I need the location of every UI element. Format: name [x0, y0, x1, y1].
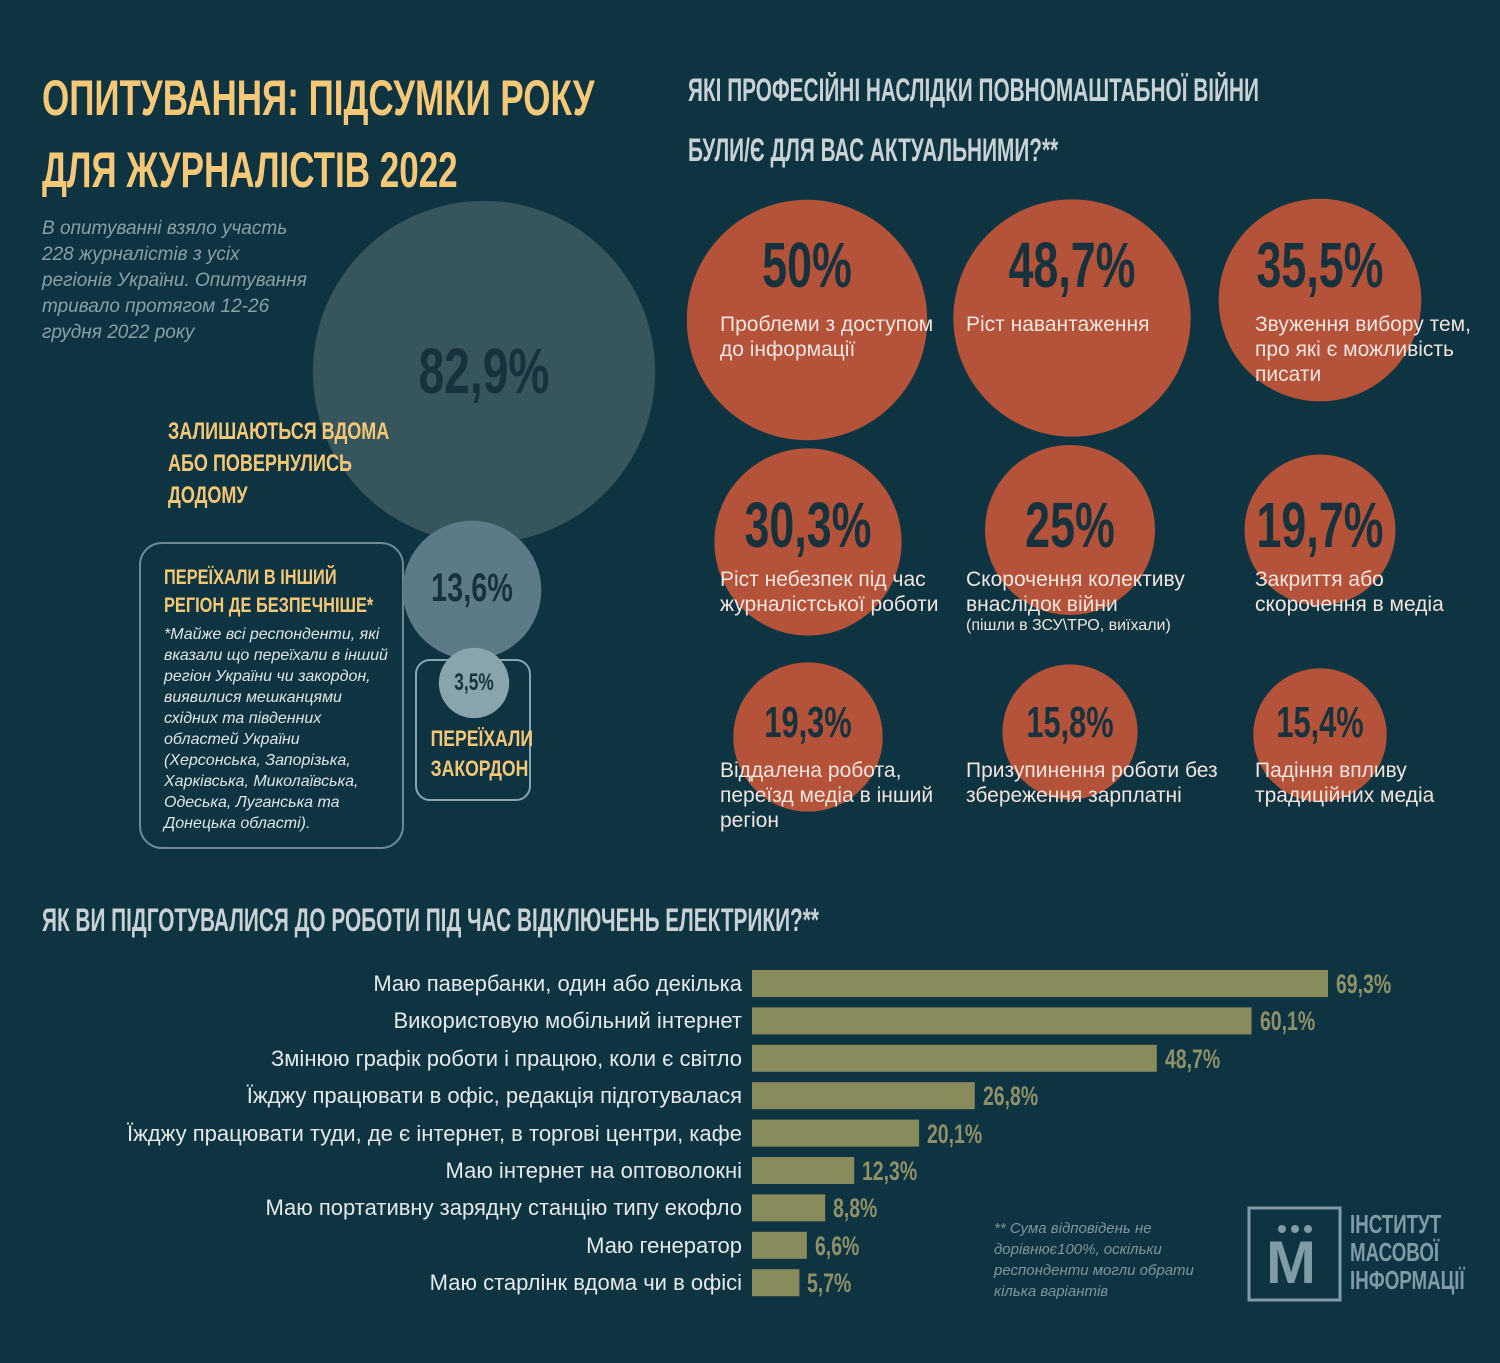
bar: [752, 1231, 807, 1259]
bar-value: 5,7%: [807, 1268, 852, 1299]
circle-label: Закриття або скорочення в медіа: [1255, 568, 1444, 616]
logo-dot: [1278, 1225, 1286, 1233]
bar-value: 20,1%: [927, 1118, 983, 1149]
impact-circle: [1244, 454, 1396, 606]
circle-label: Ріст небезпек під час журналістської роб…: [720, 568, 939, 616]
bar-label: Маю старлінк вдома чи в офісі: [429, 1270, 742, 1296]
bar-label: Використовую мобільний інтернет: [393, 1008, 742, 1034]
bubble-label: ЗАЛИШАЮТЬСЯ ВДОМА АБО ПОВЕРНУЛИСЬ ДОДОМУ: [168, 418, 390, 509]
impact-circle: [686, 199, 928, 441]
bar: [752, 1119, 920, 1147]
intro: В опитуванні взяло участь 228 журналісті…: [42, 218, 307, 343]
circle-value: 30,3%: [744, 489, 872, 561]
bar: [752, 970, 1328, 997]
circle-value: 19,3%: [764, 698, 852, 747]
impact-circle: [733, 662, 883, 812]
impact-circle: [953, 199, 1191, 437]
section-title: ЯК ВИ ПІДГОТУВАЛИСЯ ДО РОБОТИ ПІД ЧАС ВІ…: [42, 902, 819, 938]
circle-value: 15,4%: [1276, 698, 1364, 747]
bar: [752, 1007, 1252, 1035]
logo-frame: [1247, 1206, 1342, 1302]
bubble: [312, 200, 656, 544]
bubble: [438, 647, 510, 719]
bar: [752, 1082, 975, 1110]
bar-value: 12,3%: [862, 1156, 918, 1186]
circle-label: Віддалена робота, переїзд медіа в інший …: [720, 759, 934, 832]
bar: [752, 1269, 800, 1297]
bar-label: Маю павербанки, один або декілька: [373, 971, 742, 996]
bubble-value: 3,5%: [454, 668, 494, 696]
circle-label: Скорочення колективу внаслідок війни: [966, 568, 1185, 616]
circle-label: Звуження вибору тем, про які є можливіст…: [1255, 313, 1471, 386]
footnote: ** Сума відповідень не дорівнює100%, оск…: [994, 1220, 1194, 1300]
logo-dot: [1291, 1225, 1299, 1233]
bar-label: Їжджу працювати в офіс, редакція підготу…: [246, 1083, 742, 1109]
circle-label: Падіння впливу традиційних медіа: [1255, 759, 1435, 807]
bubble-label: ПЕРЕЇХАЛИ В ІНШИЙ РЕГІОН ДЕ БЕЗПЕЧНІШЕ*: [164, 566, 374, 617]
section-title: ЯКІ ПРОФЕСІЙНІ НАСЛІДКИ ПОВНОМАШТАБНОЇ В…: [688, 72, 1259, 168]
circle-value: 35,5%: [1256, 229, 1384, 301]
bar-value: 6,6%: [814, 1230, 860, 1261]
bubble: [402, 520, 542, 660]
bar-value: 26,8%: [982, 1081, 1038, 1112]
bar-value: 8,8%: [833, 1193, 878, 1224]
bubble-note: *Майже всі респонденти, які вказали що п…: [164, 626, 388, 832]
circle-value: 50%: [762, 229, 852, 301]
bubble-label: ПЕРЕЇХАЛИ ЗАКОРДОН: [430, 726, 533, 781]
impact-circle: [1002, 664, 1138, 800]
bar: [752, 1194, 826, 1222]
bar-value: 48,7%: [1164, 1043, 1220, 1074]
circle-value: 48,7%: [1008, 229, 1136, 301]
logo-text: ІНСТИТУТ МАСОВОЇ ІНФОРМАЦІЇ: [1350, 1209, 1465, 1295]
bar-label: Змінюю графік роботи і працюю, коли є св…: [271, 1045, 742, 1071]
circle-label: Ріст навантаження: [966, 313, 1150, 336]
circle-value: 19,7%: [1256, 489, 1384, 561]
bubble-value: 82,9%: [418, 334, 550, 407]
circle-label: Проблеми з доступом до інформації: [720, 313, 934, 361]
bar-value: 69,3%: [1336, 969, 1392, 999]
bar: [752, 1157, 855, 1184]
impact-circle: [985, 445, 1155, 615]
bar-label: Маю генератор: [586, 1232, 742, 1258]
impact-circle: [1218, 198, 1422, 402]
bar-label: Їжджу працювати туди, де є інтернет, в т…: [126, 1120, 742, 1146]
bar-label: Маю портативну зарядну станцію типу екоф…: [265, 1195, 742, 1221]
circle-note: (пішли в ЗСУ\ТРО, виїхали): [966, 617, 1171, 634]
bar: [752, 1044, 1157, 1072]
note-box: [139, 542, 404, 849]
impact-circle: [714, 448, 902, 636]
bar-value: 60,1%: [1259, 1006, 1315, 1037]
bubble-value: 13,6%: [431, 566, 513, 610]
impact-circle: [1253, 668, 1387, 802]
logo-mark: М: [1266, 1229, 1316, 1296]
bar-label: Маю інтернет на оптоволокні: [445, 1158, 742, 1183]
page-title: ОПИТУВАННЯ: ПІДСУМКИ РОКУ ДЛЯ ЖУРНАЛІСТІ…: [42, 70, 595, 198]
circle-value: 25%: [1025, 489, 1115, 561]
circle-value: 15,8%: [1026, 698, 1114, 747]
logo-dot: [1304, 1225, 1312, 1233]
circle-label: Призупинення роботи без збереження зарпл…: [966, 759, 1218, 807]
